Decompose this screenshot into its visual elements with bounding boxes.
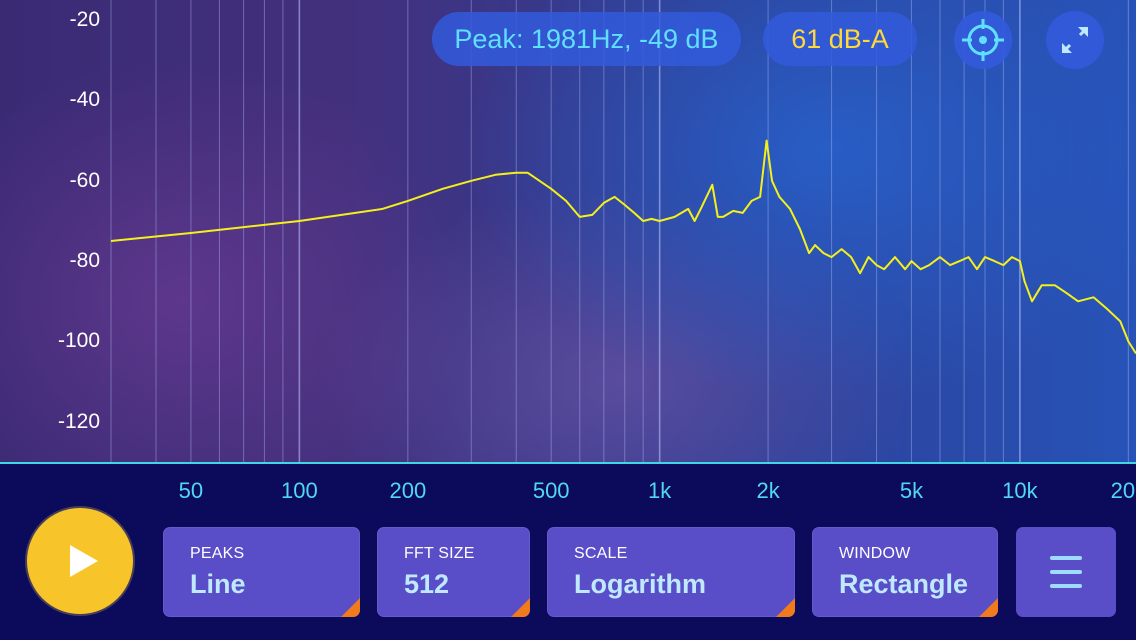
- dropdown-corner-icon: [979, 598, 998, 617]
- fft-size-value: 512: [404, 569, 450, 599]
- x-tick-label: 20k: [1110, 478, 1136, 503]
- peaks-label: PEAKS: [190, 545, 245, 562]
- plot-baseline: [0, 462, 1136, 464]
- frequency-grid: [110, 0, 1129, 462]
- peaks-selector[interactable]: PEAKS Line: [163, 527, 360, 617]
- fft-size-label: FFT SIZE: [404, 545, 475, 562]
- x-tick-label: 5k: [899, 478, 924, 503]
- y-tick-label: -20: [69, 8, 100, 32]
- y-tick-label: -60: [69, 168, 100, 192]
- play-button[interactable]: [27, 508, 133, 614]
- window-label: WINDOW: [839, 545, 911, 562]
- x-tick-label: 100: [281, 478, 318, 503]
- scale-label: SCALE: [574, 545, 628, 562]
- y-tick-label: -80: [69, 249, 100, 273]
- y-tick-label: -100: [57, 329, 100, 353]
- spectrum-trace: [110, 139, 1136, 355]
- peaks-value: Line: [190, 569, 246, 599]
- hamburger-menu-icon: [1050, 556, 1082, 560]
- x-tick-label: 2k: [756, 478, 780, 503]
- play-icon: [70, 545, 98, 577]
- dropdown-corner-icon: [341, 598, 360, 617]
- crosshair-icon: [962, 19, 1004, 61]
- level-readout: 61 dB-A: [763, 12, 917, 66]
- x-tick-label: 200: [389, 478, 427, 503]
- x-tick-label: 10k: [1002, 478, 1038, 503]
- resize-button[interactable]: [1046, 11, 1104, 69]
- fft-size-selector[interactable]: FFT SIZE 512: [377, 527, 530, 617]
- hamburger-menu-icon: [1050, 570, 1082, 574]
- y-tick-label: -120: [57, 409, 100, 433]
- dropdown-corner-icon: [776, 598, 795, 617]
- x-tick-label: 500: [532, 478, 570, 503]
- x-axis-labels: 50 100 200 500 1k 2k 5k 10k 20k: [0, 464, 1136, 516]
- window-selector[interactable]: WINDOW Rectangle: [812, 527, 998, 617]
- scale-selector[interactable]: SCALE Logarithm: [547, 527, 795, 617]
- dropdown-corner-icon: [511, 598, 530, 617]
- resize-diagonal-icon: [1061, 26, 1089, 54]
- hamburger-menu-icon: [1050, 584, 1082, 588]
- menu-button[interactable]: [1016, 527, 1116, 617]
- x-tick-label: 50: [178, 478, 204, 503]
- crosshair-button[interactable]: [954, 11, 1012, 69]
- scale-value: Logarithm: [574, 569, 706, 599]
- spectrum-plot[interactable]: -20 -40 -60 -80 -100 -120 Peak: 1981Hz, -49 d…: [0, 0, 1136, 463]
- spectrum-svg: [110, 0, 1136, 462]
- window-value: Rectangle: [839, 569, 969, 599]
- x-tick-label: 1k: [648, 478, 672, 503]
- y-tick-label: -40: [69, 88, 100, 112]
- peak-readout: Peak: 1981Hz, -49 dB: [432, 12, 741, 66]
